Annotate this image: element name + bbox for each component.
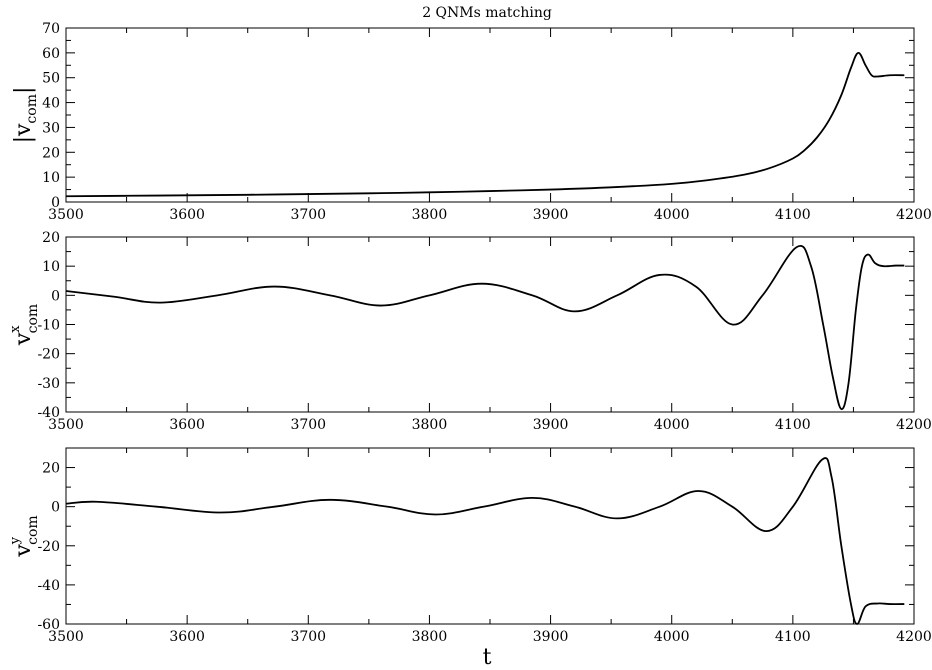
x-tick-label: 3900 [533,629,569,645]
y-tick-label: 20 [42,145,60,161]
y-tick-label: 40 [42,96,60,112]
x-tick-label: 3700 [290,207,326,223]
y-tick-label: -20 [37,347,60,363]
x-tick-label: 4000 [654,417,690,433]
y-axis-label-sup: x [8,325,23,333]
y-axis-label-main: |v [11,123,36,143]
y-tick-label: -60 [37,617,60,633]
x-tick-label: 3800 [412,629,448,645]
y-tick-label: 0 [51,500,60,516]
y-tick-label: 20 [42,230,60,246]
y-tick-label: -20 [37,539,60,555]
y-tick-label: 70 [42,21,60,37]
y-axis-label-sub: com [24,94,40,124]
x-tick-label: 3600 [169,207,205,223]
y-tick-label: 20 [42,461,60,477]
x-tick-label: 3900 [533,207,569,223]
x-tick-label: 4100 [775,417,811,433]
panel-1: 3500 3600 3700 3800 3900 4000 4100 4200 0 10 20 30 4… [11,21,932,223]
y-tick-label: -10 [37,318,60,334]
y-tick-label: 0 [51,288,60,304]
y-axis-label: vy com [8,515,41,557]
y-tick-label: -30 [37,376,60,392]
series-line-1-1 [65,51,905,198]
y-tick-label: 50 [42,71,60,87]
y-axis-label-sub: com [25,304,41,334]
y-tick-label: -40 [37,578,60,594]
y-axis-label: |vcom| [11,87,40,144]
y-axis-label: vx com [8,304,41,346]
x-tick-label: 3500 [48,417,84,433]
panel-2: 3500 3600 3700 3800 3900 4000 4100 4200 -40 -30 -2… [8,230,932,433]
y-axis-label-main: v [11,332,36,346]
y-tick-label: -40 [37,405,60,421]
x-tick-label: 3700 [290,629,326,645]
x-tick-label: 3600 [169,629,205,645]
x-tick-label: 4000 [654,207,690,223]
y-tick-label: 10 [42,170,60,186]
y-tick-label: 0 [51,195,60,211]
x-tick-label: 4000 [654,629,690,645]
x-tick-label: 3500 [48,207,84,223]
plot-frame [65,447,915,625]
x-tick-label: 3700 [290,417,326,433]
plot-frame [65,27,915,203]
x-tick-label: 3500 [48,629,84,645]
y-axis-label-close: | [11,87,36,94]
x-tick-label: 4100 [775,629,811,645]
x-tick-label: 3600 [169,417,205,433]
y-tick-label: 60 [42,46,60,62]
series-line-3-1 [65,457,905,625]
plot-frame [65,236,915,413]
x-tick-label: 4200 [896,417,932,433]
series-line-2-1 [65,245,905,410]
chart-panels: 3500 3600 3700 3800 3900 4000 4100 420001020304… [8,21,932,645]
chart-title: 2 QNMs matching [422,5,552,21]
x-tick-label: 4200 [896,629,932,645]
y-tick-label: 30 [42,120,60,136]
x-tick-label: 3800 [412,417,448,433]
y-tick-label: 10 [42,259,60,275]
panel-3: 3500 3600 3700 3800 3900 4000 4100 4200 -60 -40 -2… [8,447,932,645]
x-tick-label: 3800 [412,207,448,223]
x-tick-label: 4100 [775,207,811,223]
y-axis-label-main: v [11,544,36,558]
y-axis-label-sub: com [25,515,41,545]
x-axis-label: t [483,645,492,666]
x-tick-label: 3900 [533,417,569,433]
y-axis-label-sup: y [8,536,23,545]
x-tick-label: 4200 [896,207,932,223]
